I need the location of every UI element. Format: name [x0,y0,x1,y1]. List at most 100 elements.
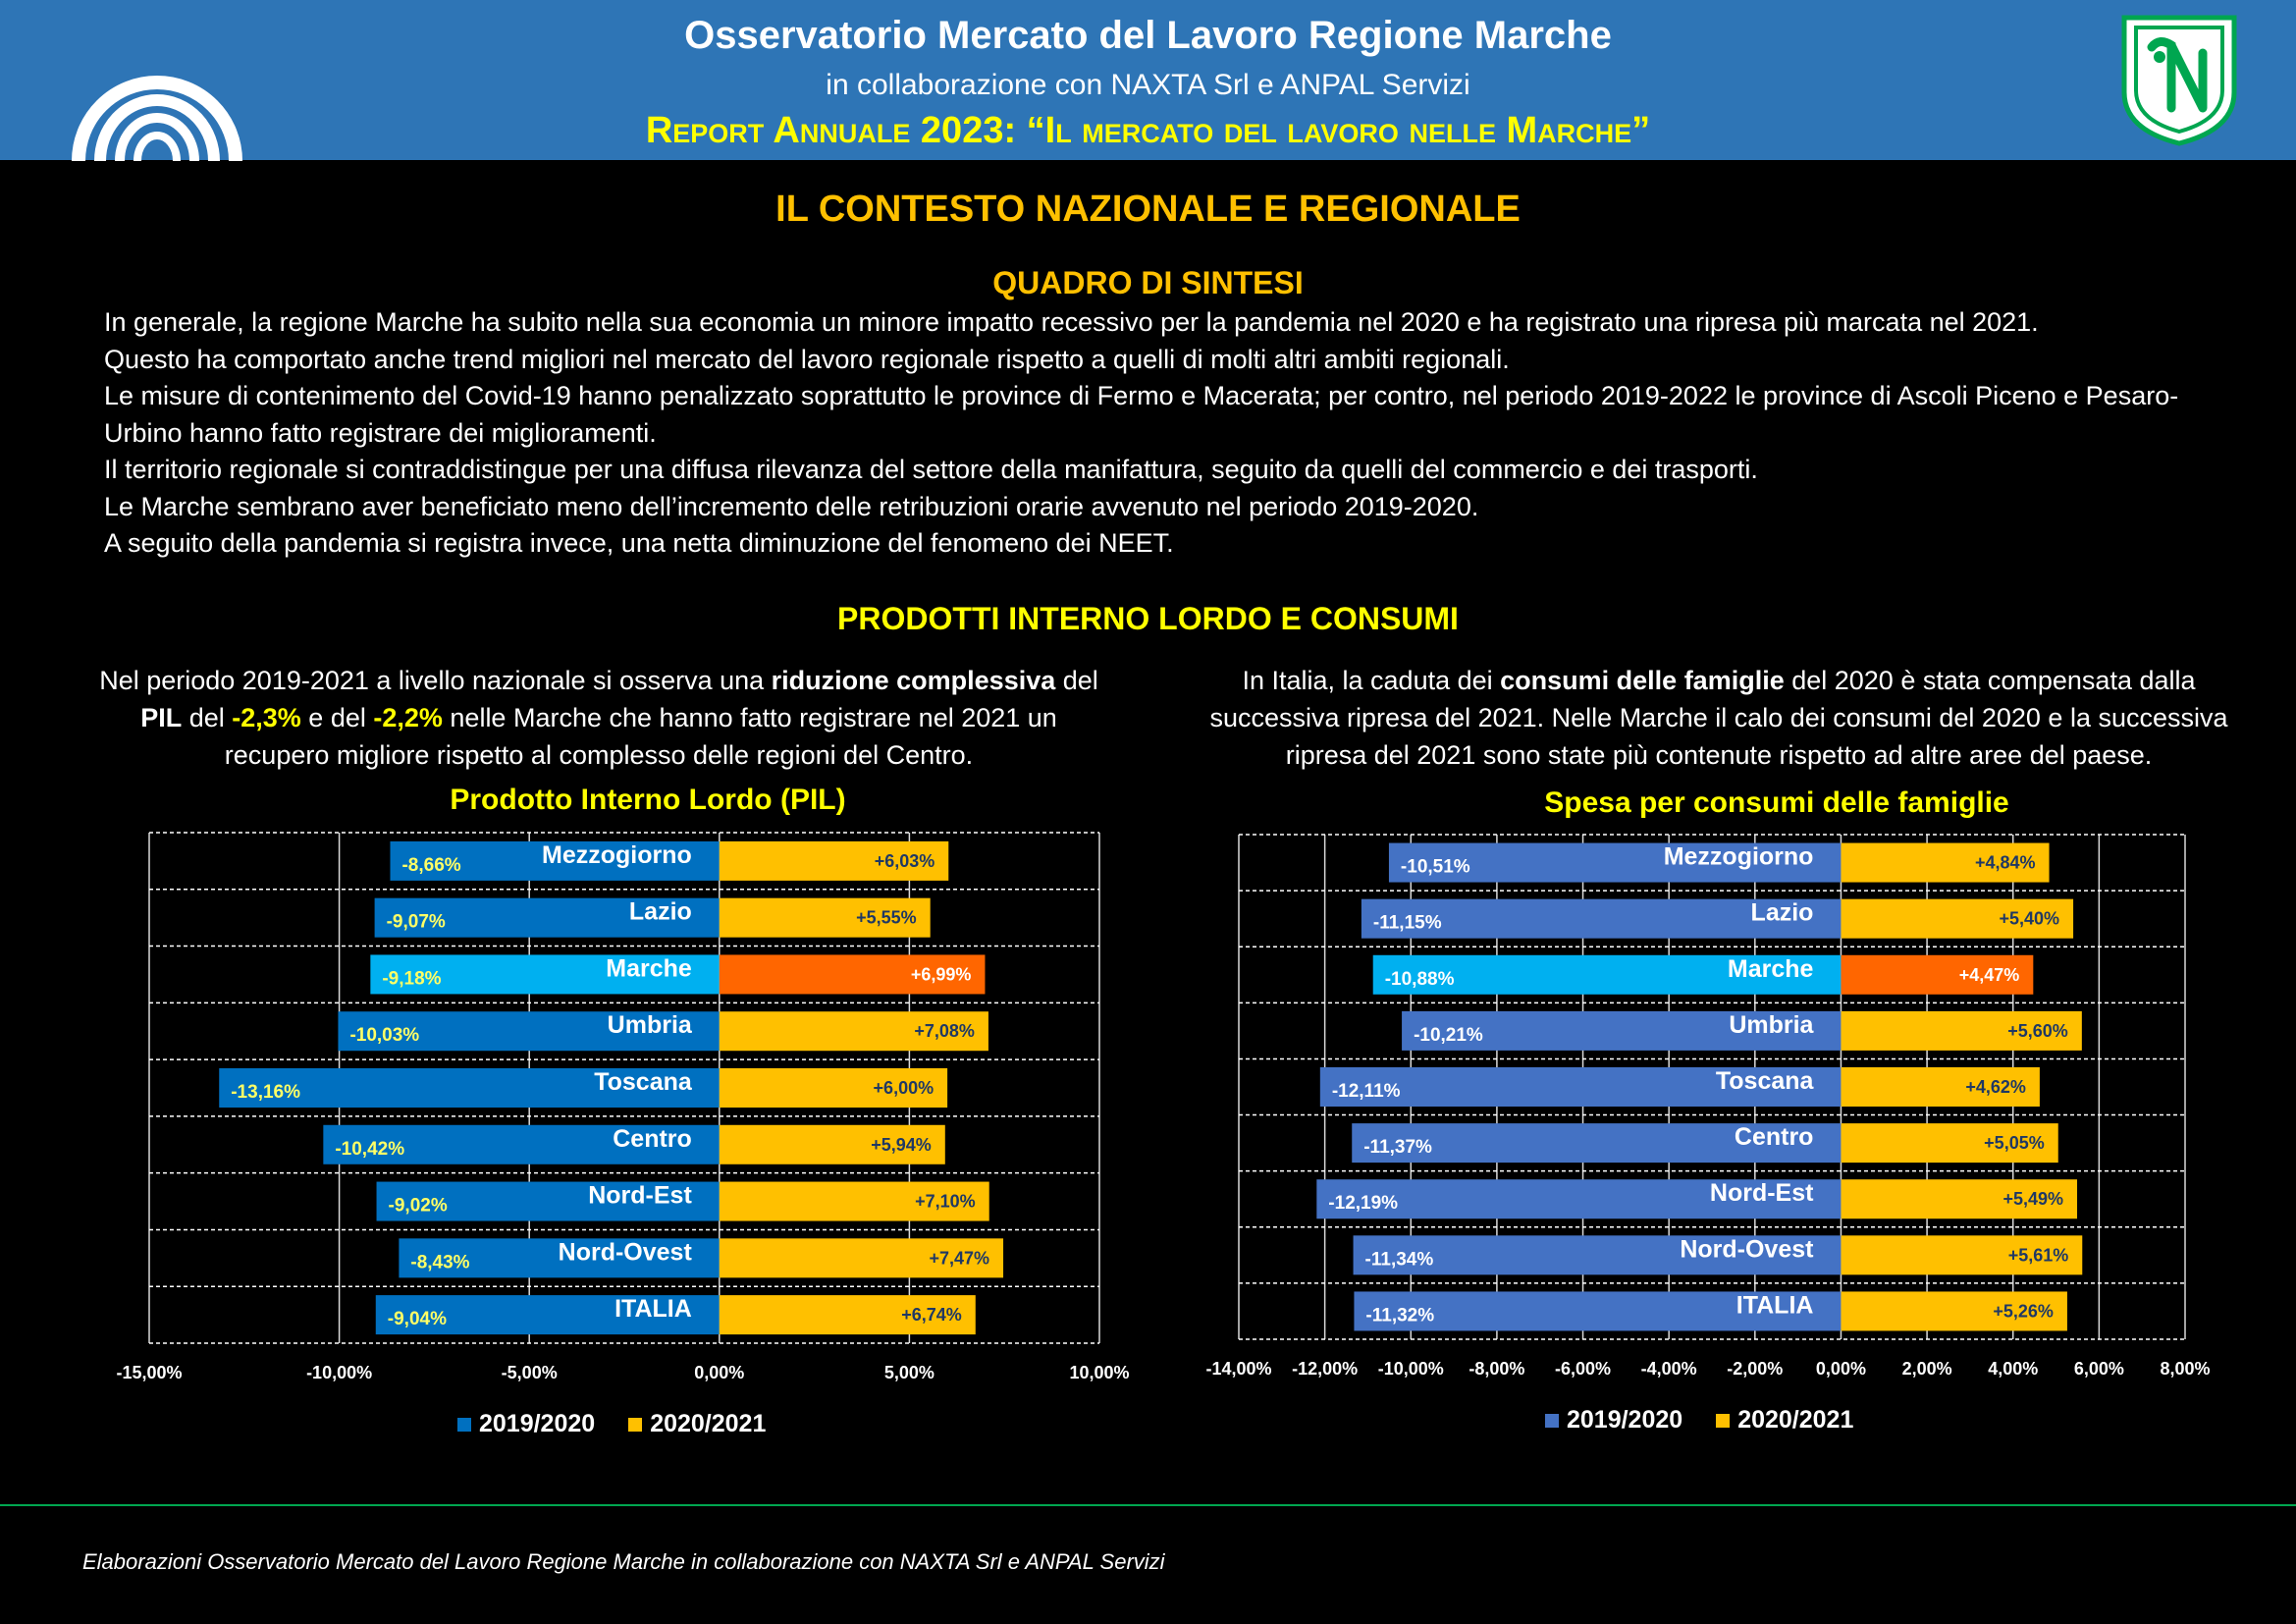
bar-2020-2021 [1841,842,2050,883]
para-bold: riduzione complessiva [771,666,1056,695]
bar-2020-2021 [1841,1123,2058,1164]
category-label: Mezzogiorno [1664,843,1814,871]
x-tick-label: 8,00% [2160,1359,2210,1379]
bar-2020-2021 [1841,954,2034,995]
pil-section-title: PRODOTTI INTERNO LORDO E CONSUMI [837,601,1459,636]
category-label: Lazio [1751,899,1814,927]
legend-swatch [1716,1414,1731,1429]
category-label: Umbria [608,1011,693,1039]
value-label-2020-2021: +6,00% [874,1078,934,1098]
legend-label: 2020/2021 [650,1410,767,1437]
legend-item: 2020/2021 [628,1410,766,1438]
value-label-2020-2021: +4,62% [1965,1077,2026,1097]
bar-2020-2021 [1841,1179,2078,1219]
para-text: del [182,703,233,732]
x-tick-label: 4,00% [1988,1359,2038,1379]
value-label-2019-2020: -12,19% [1328,1193,1398,1214]
bar-2020-2021 [719,840,949,881]
x-tick-label: -8,00% [1468,1359,1524,1379]
value-label-2020-2021: +5,55% [856,908,917,928]
value-label-2019-2020: -10,03% [349,1025,419,1046]
category-label: Centro [613,1125,692,1153]
bar-2020-2021 [1841,1235,2083,1275]
consumi-legend: 2019/2020 2020/2021 [1545,1406,1853,1435]
value-label-2019-2020: -10,42% [335,1139,404,1160]
legend-label: 2020/2021 [1737,1406,1854,1434]
pil-legend: 2019/2020 2020/2021 [457,1410,766,1438]
pil-paragraph: Nel periodo 2019-2021 a livello nazional… [98,662,1099,774]
para-text: Nel periodo 2019-2021 a livello nazional… [99,666,772,695]
category-label: Mezzogiorno [542,841,692,869]
para-bold: consumi delle famiglie [1500,666,1785,695]
category-label: Nord-Ovest [559,1238,693,1266]
bar-2019-2020 [1354,1291,1842,1331]
value-label-2019-2020: -12,11% [1332,1081,1401,1102]
legend-label: 2019/2020 [1567,1406,1683,1434]
category-label: Umbria [1729,1011,1814,1039]
category-label: Centro [1735,1123,1814,1151]
value-label-2019-2020: -10,51% [1401,857,1470,878]
value-label-2019-2020: -8,66% [401,855,460,876]
summary-line: A seguito della pandemia si registra inv… [104,528,1174,558]
para-text: del [1055,666,1098,695]
category-label: Marche [1728,955,1814,983]
footer-divider [0,1504,2296,1506]
chart-title-pil: Prodotto Interno Lordo (PIL) [450,784,846,816]
legend-item: 2020/2021 [1716,1406,1853,1435]
consumi-paragraph: In Italia, la caduta dei consumi delle f… [1194,662,2244,774]
x-tick-label: 10,00% [1069,1363,1129,1382]
x-tick-label: -6,00% [1555,1359,1611,1379]
header-banner: Osservatorio Mercato del Lavoro Regione … [0,0,2296,161]
bar-2019-2020 [1353,1235,1842,1275]
bar-2020-2021 [719,1124,945,1164]
bar-2019-2020 [374,897,720,938]
bar-2019-2020 [1388,842,1842,883]
summary-line: Le misure di contenimento del Covid-19 h… [104,381,2179,448]
bar-2020-2021 [719,897,931,938]
category-label: Nord-Ovest [1680,1235,1814,1263]
regione-marche-shield-icon [2121,15,2237,146]
value-label-2020-2021: +6,74% [901,1305,962,1325]
bar-2020-2021 [719,954,986,995]
x-tick-label: -12,00% [1292,1359,1358,1379]
summary-line: Il territorio regionale si contraddistin… [104,455,1758,484]
bar-2019-2020 [370,954,720,995]
legend-item: 2019/2020 [1545,1406,1682,1435]
x-tick-label: -15,00% [116,1363,182,1382]
para-highlight: -2,2% [373,703,443,732]
legend-swatch [628,1418,643,1433]
x-tick-label: 0,00% [694,1363,744,1382]
bar-2019-2020 [219,1068,720,1108]
x-tick-label: -14,00% [1205,1359,1271,1379]
header-subtitle: in collaborazione con NAXTA Srl e ANPAL … [826,69,1470,101]
x-tick-label: -5,00% [502,1363,558,1382]
x-tick-label: -4,00% [1641,1359,1697,1379]
bar-2020-2021 [1841,1067,2040,1107]
bar-2020-2021 [719,1011,988,1052]
value-label-2020-2021: +7,10% [915,1192,976,1212]
bar-2020-2021 [719,1068,948,1108]
value-label-2020-2021: +5,61% [2008,1245,2069,1265]
category-label: Nord-Est [588,1182,692,1210]
summary-title: QUADRO DI SINTESI [992,265,1304,300]
summary-line: In generale, la regione Marche ha subito… [104,307,2039,337]
x-tick-label: -2,00% [1727,1359,1783,1379]
category-label: Nord-Est [1710,1179,1814,1207]
value-label-2020-2021: +4,84% [1975,853,2036,873]
legend-swatch [457,1418,471,1433]
header-title: Osservatorio Mercato del Lavoro Regione … [684,14,1612,57]
value-label-2020-2021: +5,40% [2000,909,2060,929]
value-label-2020-2021: +5,26% [1993,1301,2054,1321]
bar-2019-2020 [376,1181,720,1221]
value-label-2020-2021: +5,49% [2002,1189,2063,1209]
x-tick-label: 2,00% [1902,1359,1952,1379]
category-label: ITALIA [1736,1291,1814,1319]
bar-2020-2021 [719,1181,989,1221]
value-label-2019-2020: -11,34% [1365,1249,1434,1270]
value-label-2019-2020: -8,43% [410,1252,469,1272]
value-label-2019-2020: -13,16% [231,1082,300,1103]
value-label-2019-2020: -10,88% [1385,969,1455,990]
section-title: IL CONTESTO NAZIONALE E REGIONALE [775,189,1521,230]
bar-2019-2020 [338,1011,720,1052]
category-label: Lazio [629,898,692,926]
